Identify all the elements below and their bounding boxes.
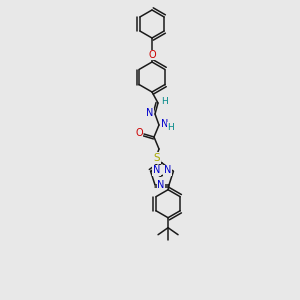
Text: O: O xyxy=(135,128,143,138)
Text: O: O xyxy=(148,50,156,60)
Text: S: S xyxy=(154,153,160,163)
Text: N: N xyxy=(146,108,154,118)
Text: N: N xyxy=(153,165,160,175)
Text: N: N xyxy=(157,180,165,190)
Text: N: N xyxy=(164,165,171,175)
Text: H: H xyxy=(168,122,174,131)
Text: N: N xyxy=(161,119,169,129)
Text: H: H xyxy=(162,98,168,106)
